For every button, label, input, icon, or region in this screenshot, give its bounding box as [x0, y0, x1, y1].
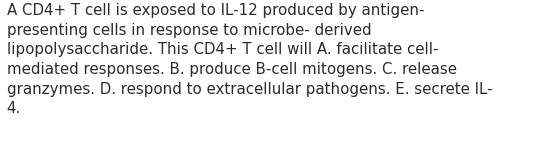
Text: A CD4+ T cell is exposed to IL-12 produced by antigen-
presenting cells in respo: A CD4+ T cell is exposed to IL-12 produc… — [7, 3, 492, 116]
